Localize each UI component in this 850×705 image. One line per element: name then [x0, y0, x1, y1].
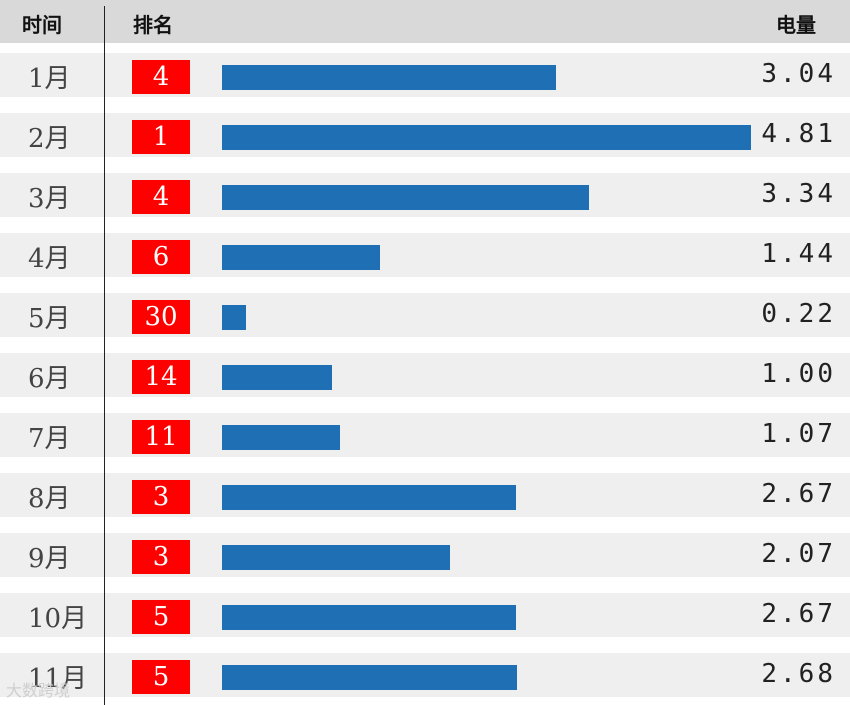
month-label: 10月	[28, 604, 88, 634]
table-row: 4月 6 1.44	[0, 233, 850, 277]
value-bar	[222, 305, 246, 330]
value-bar	[222, 545, 450, 570]
value-bar	[222, 425, 340, 450]
table-row: 6月 14 1.00	[0, 353, 850, 397]
rank-badge: 4	[132, 180, 190, 214]
value-label: 4.81	[761, 119, 836, 149]
month-label: 2月	[28, 124, 71, 154]
month-label: 11月	[28, 664, 88, 694]
value-label: 3.04	[761, 59, 836, 89]
rank-badge: 4	[132, 60, 190, 94]
month-label: 6月	[28, 364, 71, 394]
table-row: 7月 11 1.07	[0, 413, 850, 457]
value-bar	[222, 665, 517, 690]
header-rank: 排名	[133, 13, 173, 37]
month-label: 9月	[28, 544, 71, 574]
value-label: 2.67	[761, 599, 836, 629]
month-label: 7月	[28, 424, 71, 454]
table-row: 1月 4 3.04	[0, 53, 850, 97]
rank-badge: 5	[132, 600, 190, 634]
table-row: 3月 4 3.34	[0, 173, 850, 217]
value-label: 1.44	[761, 239, 836, 269]
rank-badge: 3	[132, 480, 190, 514]
rank-badge: 3	[132, 540, 190, 574]
table-row: 5月 30 0.22	[0, 293, 850, 337]
value-bar	[222, 605, 516, 630]
table-row: 8月 3 2.67	[0, 473, 850, 517]
value-label: 3.34	[761, 179, 836, 209]
value-bar	[222, 185, 589, 210]
value-label: 1.07	[761, 419, 836, 449]
month-label: 5月	[28, 304, 71, 334]
table-row: 9月 3 2.07	[0, 533, 850, 577]
table-row: 10月 5 2.67	[0, 593, 850, 637]
rank-badge: 11	[132, 420, 190, 454]
value-label: 2.07	[761, 539, 836, 569]
value-bar	[222, 485, 516, 510]
value-label: 2.67	[761, 479, 836, 509]
rank-badge: 5	[132, 660, 190, 694]
header-time: 时间	[22, 13, 62, 37]
table-row: 11月 5 2.68	[0, 653, 850, 697]
rank-badge: 30	[132, 300, 190, 334]
value-bar	[222, 245, 380, 270]
value-bar	[222, 125, 751, 150]
value-bar	[222, 65, 556, 90]
table-header: 时间 排名 电量	[0, 0, 850, 43]
value-label: 2.68	[761, 659, 836, 689]
header-value: 电量	[776, 13, 816, 37]
month-label: 3月	[28, 184, 71, 214]
rank-badge: 14	[132, 360, 190, 394]
value-label: 0.22	[761, 299, 836, 329]
rank-badge: 1	[132, 120, 190, 154]
month-label: 1月	[28, 64, 71, 94]
value-bar	[222, 365, 332, 390]
month-label: 8月	[28, 484, 71, 514]
table-row: 2月 1 4.81	[0, 113, 850, 157]
value-label: 1.00	[761, 359, 836, 389]
rank-badge: 6	[132, 240, 190, 274]
column-divider	[104, 6, 105, 705]
month-label: 4月	[28, 244, 71, 274]
watermark: 大数跨境	[6, 681, 71, 700]
